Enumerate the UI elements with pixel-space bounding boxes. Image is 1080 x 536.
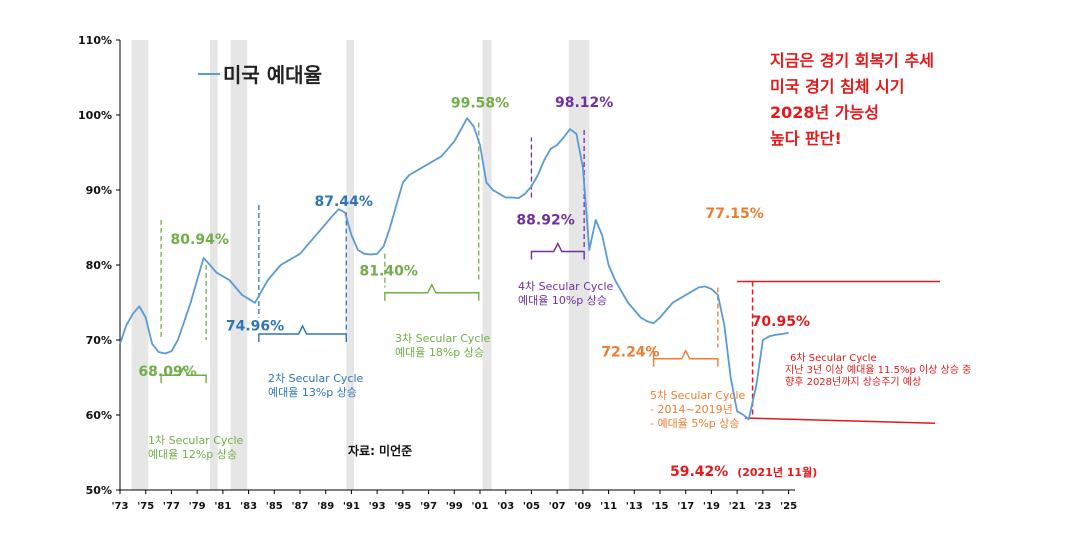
cycle-note-2-line-2: 예대율 13%p 상승 bbox=[268, 386, 357, 399]
cycle-note-5-line-2: - 2014~2019년 bbox=[650, 403, 733, 416]
y-tick-label: 70% bbox=[86, 334, 112, 347]
series-layer bbox=[119, 117, 789, 421]
commentary-line-2: 미국 경기 침체 시기 bbox=[770, 77, 904, 96]
cycle-note-1-line-2: 예대율 12%p 상승 bbox=[148, 448, 237, 461]
x-tick-label: '03 bbox=[497, 501, 514, 512]
legend-label: 미국 예대율 bbox=[223, 63, 322, 87]
x-tick-label: '25 bbox=[780, 501, 797, 512]
x-tick-label: '95 bbox=[394, 501, 411, 512]
commentary-line-3: 2028년 가능성 bbox=[770, 103, 879, 122]
cycle-note-4: 4차 Secular Cycle 예대율 10%p 상승 bbox=[518, 280, 613, 307]
cycle-brace bbox=[258, 324, 347, 342]
cycle-note-3-line-2: 예대율 18%p 상승 bbox=[395, 346, 484, 359]
x-tick-label: '09 bbox=[574, 501, 591, 512]
x-tick-label: '81 bbox=[214, 501, 231, 512]
x-tick-label: '87 bbox=[292, 501, 309, 512]
x-tick-label: '77 bbox=[163, 501, 180, 512]
y-tick-label: 110% bbox=[78, 34, 112, 47]
x-tick-label: '15 bbox=[652, 501, 669, 512]
x-tick-label: '91 bbox=[343, 501, 360, 512]
y-tick-label: 50% bbox=[86, 484, 112, 497]
x-tick-label: '23 bbox=[754, 501, 771, 512]
value-label-4: 87.44% bbox=[315, 194, 373, 210]
cycle-brace bbox=[160, 365, 207, 384]
x-tick-label: '73 bbox=[112, 501, 129, 512]
cycle-note-2: 2차 Secular Cycle 예대율 13%p 상승 bbox=[268, 372, 363, 399]
value-labels: 80.94% 68.09% 74.96% 87.44% 81.40% 99.58% 88.9… bbox=[138, 95, 810, 380]
x-tick-label: '89 bbox=[317, 501, 334, 512]
value-label-11: 70.95% bbox=[752, 314, 810, 330]
cycle-note-5-line-1: 5차 Secular Cycle bbox=[650, 389, 745, 402]
low-point-value: 59.42% bbox=[670, 464, 728, 480]
cycle-note-4-line-1: 4차 Secular Cycle bbox=[518, 280, 613, 293]
cycle-note-1-line-1: 1차 Secular Cycle bbox=[148, 434, 243, 447]
value-label-10: 77.15% bbox=[705, 206, 763, 222]
recession-band-4 bbox=[346, 40, 354, 490]
x-tick-label: '93 bbox=[369, 501, 386, 512]
source-note: 자료: 미언준 bbox=[348, 443, 412, 458]
y-tick-label: 90% bbox=[86, 184, 112, 197]
value-label-6: 99.58% bbox=[451, 96, 509, 112]
cycle-note-6-line-3: 향후 2028년까지 상승주기 예상 bbox=[785, 376, 921, 388]
commentary-line-1: 지금은 경기 회복기 추세 bbox=[770, 51, 934, 70]
cycle-brace bbox=[530, 241, 585, 260]
value-label-8: 98.12% bbox=[555, 95, 613, 111]
commentary: 지금은 경기 회복기 추세 미국 경기 침체 시기 2028년 가능성 높다 판… bbox=[770, 51, 934, 148]
x-tick-label: '19 bbox=[703, 501, 720, 512]
value-label-5: 81.40% bbox=[360, 264, 418, 280]
x-tick-label: '75 bbox=[137, 501, 154, 512]
cycle-note-5-line-3: - 예대율 5%p 상승 bbox=[650, 417, 740, 430]
x-tick-label: '11 bbox=[600, 501, 617, 512]
recession-band-6 bbox=[568, 40, 590, 490]
low-point-label: 59.42% (2021년 11월) bbox=[670, 464, 817, 480]
value-label-2: 68.09% bbox=[138, 364, 196, 380]
cycle-brace bbox=[652, 349, 719, 367]
cycle-note-2-line-1: 2차 Secular Cycle bbox=[268, 372, 363, 385]
y-tick-label: 100% bbox=[78, 109, 112, 122]
cycle-note-3-line-1: 3차 Secular Cycle bbox=[395, 332, 490, 345]
x-tick-label: '05 bbox=[523, 501, 540, 512]
cycle-note-1: 1차 Secular Cycle 예대율 12%p 상승 bbox=[148, 434, 243, 461]
x-tick-label: '17 bbox=[677, 501, 694, 512]
y-tick-label: 80% bbox=[86, 259, 112, 272]
recession-band-2 bbox=[210, 40, 218, 490]
legend: 미국 예대율 bbox=[198, 63, 322, 87]
axes: 50% 60% 70% 80% 90% 100% 110% '73 '75 '77 '79 '81 '8… bbox=[78, 34, 797, 512]
value-label-1: 80.94% bbox=[171, 232, 229, 248]
x-tick-label: '01 bbox=[472, 501, 489, 512]
x-tick-label: '97 bbox=[420, 501, 437, 512]
series-line-1 bbox=[119, 117, 789, 421]
cycle-note-6-line-1: 6차 Secular Cycle bbox=[790, 352, 877, 364]
recession-band-3 bbox=[230, 40, 248, 490]
value-label-9: 72.24% bbox=[601, 345, 659, 361]
x-tick-label: '99 bbox=[446, 501, 463, 512]
recession-bands bbox=[131, 40, 590, 490]
cycle-note-6: 6차 Secular Cycle 지난 3년 이상 예대율 11.5%p 이상 … bbox=[785, 352, 971, 388]
cycle-note-5: 5차 Secular Cycle - 2014~2019년 - 예대율 5%p … bbox=[650, 389, 745, 430]
recession-band-5 bbox=[482, 40, 492, 490]
cycle-note-6-line-2: 지난 3년 이상 예대율 11.5%p 이상 상승 중 bbox=[785, 364, 971, 376]
cycle-note-3: 3차 Secular Cycle 예대율 18%p 상승 bbox=[395, 332, 490, 359]
y-tick-label: 60% bbox=[86, 409, 112, 422]
commentary-line-4: 높다 판단! bbox=[770, 129, 842, 148]
cycle-note-4-line-2: 예대율 10%p 상승 bbox=[518, 294, 607, 307]
x-tick-label: '83 bbox=[240, 501, 257, 512]
recession-band-1 bbox=[131, 40, 149, 490]
cycle-brace bbox=[384, 283, 480, 301]
x-tick-label: '21 bbox=[729, 501, 746, 512]
value-label-7: 88.92% bbox=[516, 213, 574, 229]
x-tick-label: '79 bbox=[189, 501, 206, 512]
reference-line-low bbox=[744, 417, 936, 424]
x-tick-label: '13 bbox=[626, 501, 643, 512]
x-tick-label: '07 bbox=[549, 501, 566, 512]
x-tick-label: '85 bbox=[266, 501, 283, 512]
value-label-3: 74.96% bbox=[226, 318, 284, 334]
low-point-detail: (2021년 11월) bbox=[737, 465, 817, 479]
